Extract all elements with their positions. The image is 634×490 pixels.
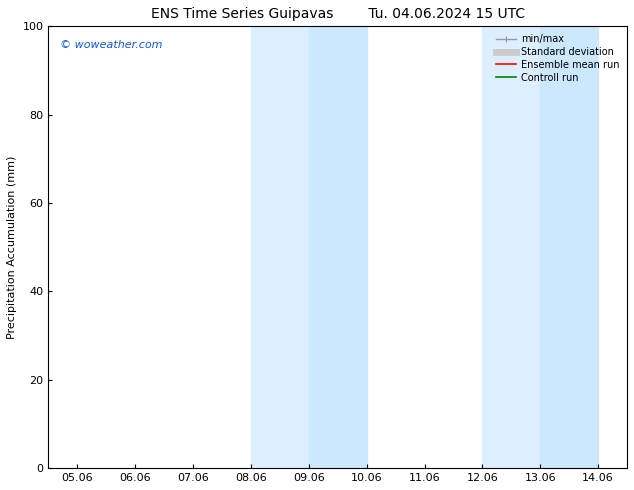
Bar xyxy=(309,26,366,468)
Y-axis label: Precipitation Accumulation (mm): Precipitation Accumulation (mm) xyxy=(7,155,17,339)
Title: ENS Time Series Guipavas        Tu. 04.06.2024 15 UTC: ENS Time Series Guipavas Tu. 04.06.2024 … xyxy=(151,7,525,21)
Legend: min/max, Standard deviation, Ensemble mean run, Controll run: min/max, Standard deviation, Ensemble me… xyxy=(493,31,622,86)
Text: © woweather.com: © woweather.com xyxy=(60,40,162,49)
Bar xyxy=(251,26,309,468)
Bar xyxy=(482,26,540,468)
Bar xyxy=(540,26,598,468)
